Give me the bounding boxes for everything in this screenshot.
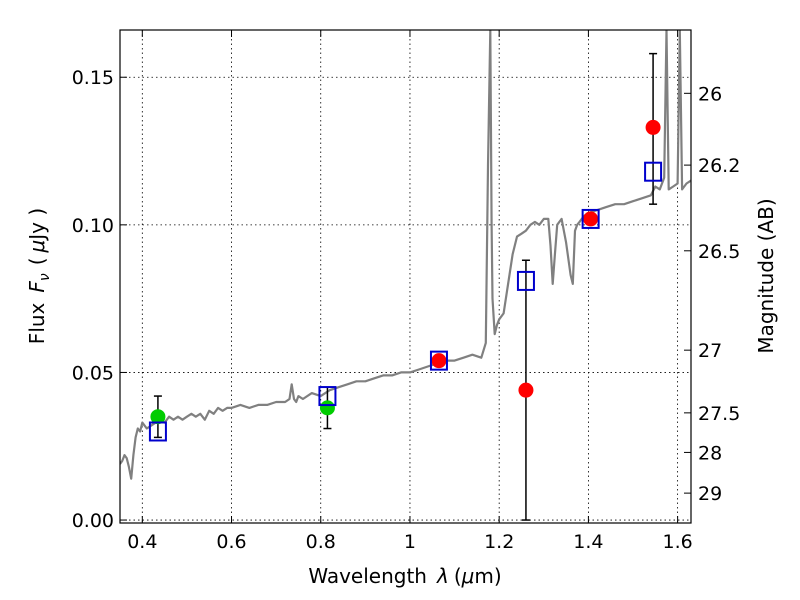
observed_nir-point-0: [431, 353, 447, 369]
x-tick-label-5: 1.4: [573, 531, 603, 553]
x-tick-label-1: 0.6: [216, 531, 246, 553]
observed_optical-point-0: [150, 409, 166, 425]
model-square-1: [318, 386, 337, 407]
observed_optical-point-1: [319, 400, 335, 416]
x-tick-label-3: 1: [404, 531, 416, 553]
y2-tick-label-5: 28: [698, 442, 722, 464]
x-tick-label-0: 0.4: [127, 531, 157, 553]
observed_nir-point-2: [583, 211, 599, 227]
y-tick-label-1: 0.05: [72, 362, 114, 384]
plot-series: [120, 30, 691, 521]
y2-tick-label-2: 26.5: [698, 241, 740, 263]
y-axis-label: FluxFν(μJy ): [25, 208, 53, 344]
x-tick-label-2: 0.8: [306, 531, 336, 553]
y2-tick-label-6: 29: [698, 483, 722, 505]
x-axis-label: Wavelength λ (μm): [308, 564, 501, 588]
spectrum-line: [120, 30, 691, 480]
y2-axis-label: Magnitude (AB): [754, 198, 778, 353]
y2-tick-label-0: 26: [698, 83, 722, 105]
model-square-3: [516, 270, 535, 291]
y-tick-label-0: 0.00: [72, 510, 114, 532]
x-tick-label-4: 1.2: [484, 531, 514, 553]
grid-lines: [120, 30, 691, 523]
observed_nir-point-1: [518, 382, 534, 398]
model-square-4: [581, 208, 600, 229]
axis-ticks: 0.4 0.6 0.8 1 1.2 1.4 1.6 0.00 0.05 0.10 0.15 26 26.…: [72, 30, 740, 553]
model-square-0: [148, 421, 167, 442]
y2-tick-label-1: 26.2: [698, 155, 740, 177]
y2-tick-label-3: 27: [698, 340, 722, 362]
model-square-2: [429, 350, 448, 371]
y-tick-label-3: 0.15: [72, 67, 114, 89]
y2-tick-label-4: 27.5: [698, 403, 740, 425]
plot-frame: [119, 29, 692, 524]
observed_nir-point-3: [645, 119, 661, 135]
model-square-5: [644, 161, 663, 182]
y-tick-label-2: 0.10: [72, 215, 114, 237]
x-tick-label-6: 1.6: [663, 531, 693, 553]
